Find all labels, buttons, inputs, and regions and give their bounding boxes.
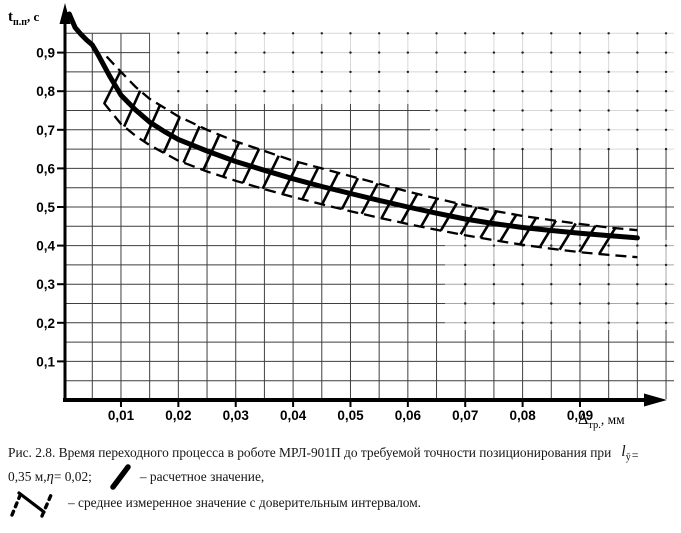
y-tick-label: 0,4 — [36, 239, 55, 254]
formula-l-y: lӯ= — [621, 443, 638, 463]
x-tick-label: 0,08 — [509, 408, 536, 423]
caption-line-3: – среднее измеренное значение с доверите… — [6, 488, 421, 518]
x-tick-label: 0,06 — [395, 408, 422, 423]
legend-label-calculated: – расчетное значение, — [139, 469, 265, 484]
band-hatch-stroke — [538, 220, 557, 248]
formula-equals: = — [631, 448, 639, 462]
axes — [59, 3, 667, 407]
formula-var: l — [621, 443, 626, 460]
x-axis-title: Δтр., мм — [578, 411, 625, 431]
x-tick-label: 0,04 — [280, 408, 307, 423]
legend-label-measured: – среднее измеренное значение с доверите… — [68, 495, 422, 510]
x-tick-label: 0,09 — [567, 408, 593, 423]
faded-grid-overlay — [150, 28, 674, 330]
chart-canvas: 0,1 0,2 0,3 0,4 0,5 0,6 0,7 0,8 0,9 0,01 0,02 0,03 0… — [8, 3, 674, 431]
x-tick-label: 0,01 — [108, 408, 135, 423]
band-hatch-stroke — [558, 222, 577, 251]
band-hatch-stroke — [518, 217, 538, 246]
caption-line-1: Рис. 2.8. Время переходного процесса в р… — [8, 443, 639, 463]
y-tick-label: 0,3 — [36, 277, 55, 292]
x-tick-label: 0,07 — [452, 408, 478, 423]
y-tick-label: 0,5 — [36, 200, 55, 215]
band-hatch-stroke — [598, 227, 617, 255]
y-tick-label: 0,7 — [36, 123, 55, 138]
tick-labels: 0,1 0,2 0,3 0,4 0,5 0,6 0,7 0,8 0,9 0,01 0,02 0,03 0… — [36, 46, 593, 423]
formula-subscript: ӯ — [625, 452, 631, 464]
caption-params-post: = 0,02; — [53, 469, 92, 484]
caption-text: Рис. 2.8. Время переходного процесса в р… — [8, 445, 612, 461]
x-tick-label: 0,03 — [223, 408, 250, 423]
y-tick-label: 0,8 — [36, 84, 55, 99]
band-bottom-edge — [102, 102, 638, 259]
y-axis-title: tп.п, с — [8, 9, 40, 28]
band-hatch-stroke — [578, 225, 597, 253]
calculated-curve — [66, 11, 640, 241]
y-tick-label: 0,2 — [36, 316, 55, 331]
y-tick-label: 0,1 — [36, 354, 55, 369]
x-tick-label: 0,02 — [165, 408, 191, 423]
y-tick-label: 0,9 — [36, 46, 55, 61]
caption-params-pre: 0,35 м, — [8, 469, 47, 484]
measured-band-symbol — [10, 491, 53, 518]
eta-symbol: η — [46, 468, 54, 485]
band-hatch-stroke — [103, 70, 122, 105]
calculated-line-symbol — [110, 464, 131, 490]
band-top-edge — [105, 55, 638, 232]
y-tick-label: 0,6 — [36, 161, 55, 176]
axis-titles: tп.п, с Δтр., мм — [8, 9, 625, 431]
caption-line-2: 0,35 м, η = 0,02; – расчетное значение, — [8, 464, 264, 490]
x-tick-label: 0,05 — [337, 408, 364, 423]
